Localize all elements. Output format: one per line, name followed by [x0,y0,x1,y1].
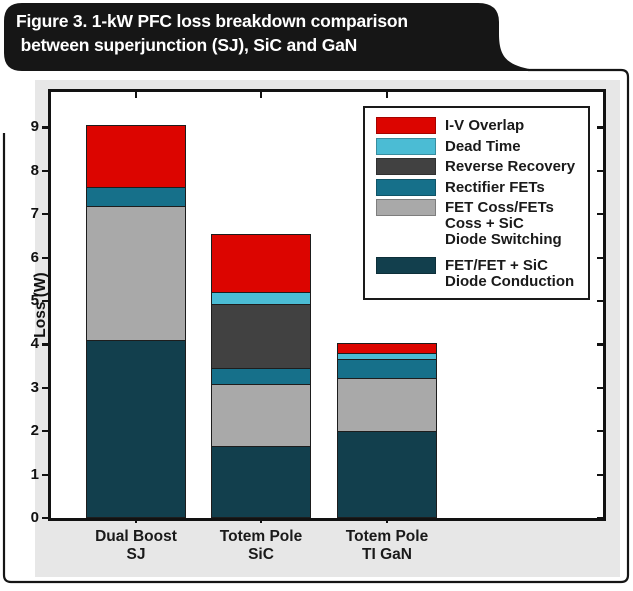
y-tick-label: 8 [30,161,39,179]
legend-label: Dead Time [445,137,521,155]
y-tick-label: 3 [30,378,39,396]
legend-box: I-V Overlap Dead Time Reverse Recovery Rect… [363,106,590,300]
legend-swatch [376,117,436,134]
figure-caption-line1: Figure 3. 1-kW PFC loss breakdown compar… [16,11,408,31]
x-axis-tick [260,518,263,523]
legend-swatch [376,257,436,274]
y-axis-tick [42,386,48,389]
y-tick-label: 4 [30,335,39,353]
y-axis-tick [42,343,48,346]
x-category-label: Totem Pole TI GaN [345,528,429,563]
x-axis-tick-top [260,92,263,98]
figure-caption-line2: between superjunction (SJ), SiC and GaN [16,35,358,55]
legend-swatch [376,178,436,196]
x-axis-tick [135,518,138,523]
legend-row: FET Coss/FETs Coss + SiC Diode Switching [376,199,578,248]
y-axis-tick-right [597,386,603,389]
stacked-bar [86,125,186,518]
x-axis-tick-top [135,92,138,98]
legend-row: Reverse Recovery [376,158,578,175]
x-category-label: Dual Boost SJ [95,528,177,563]
x-axis-tick [386,518,389,523]
legend-label: FET Coss/FETs Coss + SiC Diode Switching [445,199,562,248]
bar-segment [211,368,311,385]
y-axis-tick [42,473,48,476]
y-tick-label: 9 [30,118,39,136]
y-axis-tick-right [597,169,603,172]
bar-segment [86,125,186,188]
stacked-bar [337,343,437,518]
x-axis-tick-top [386,92,389,98]
legend-row: Dead Time [376,137,578,155]
legend-swatch [376,199,436,216]
y-axis-tick [42,126,48,129]
y-axis-tick [42,517,48,520]
legend-swatch [376,158,436,175]
x-category-label: Totem Pole SiC [219,528,303,563]
stacked-bar [211,234,311,518]
bar-segment [211,234,311,293]
y-tick-label: 0 [30,509,39,526]
bar-segment [337,359,437,379]
y-axis-tick-right [597,343,603,346]
y-tick-label: 7 [30,205,39,223]
legend-row: Rectifier FETs [376,178,578,196]
legend-swatch [376,137,436,155]
bar-segment [211,304,311,369]
y-axis-tick [42,256,48,259]
bar-segment [86,340,186,518]
y-axis-tick [42,300,48,303]
legend-label: Reverse Recovery [445,158,576,175]
legend-row: FET/FET + SiC Diode Conduction [376,257,578,290]
legend-label: I-V Overlap [445,117,525,134]
y-axis-tick-right [597,473,603,476]
y-axis-tick [42,430,48,433]
y-axis-tick-right [597,126,603,129]
y-axis-tick-right [597,256,603,259]
legend-label: Rectifier FETs [445,178,545,196]
y-axis-tick-right [597,213,603,216]
bar-segment [86,187,186,207]
y-tick-label: 5 [30,292,39,309]
bar-segment [337,378,437,432]
bar-segment [337,431,437,518]
y-axis-tick [42,169,48,172]
legend-row: I-V Overlap [376,117,578,134]
bar-segment [211,384,311,447]
bar-segment [211,446,311,518]
outer-border [2,68,630,584]
y-axis-tick-right [597,430,603,433]
y-tick-label: 6 [30,248,39,266]
figure-caption: Figure 3. 1-kW PFC loss breakdown compar… [16,9,496,57]
y-tick-label: 2 [30,422,39,440]
legend-label: FET/FET + SiC Diode Conduction [445,257,575,290]
bar-segment [86,206,186,341]
y-tick-label: 1 [30,465,39,483]
y-axis-tick [42,213,48,216]
title-banner-shape [4,3,532,71]
y-axis-tick-right [597,300,603,303]
y-axis-tick-right [597,517,603,520]
plot-area: Loss (W) I-V Overlap Dead Time Reverse Rec… [31,89,606,563]
